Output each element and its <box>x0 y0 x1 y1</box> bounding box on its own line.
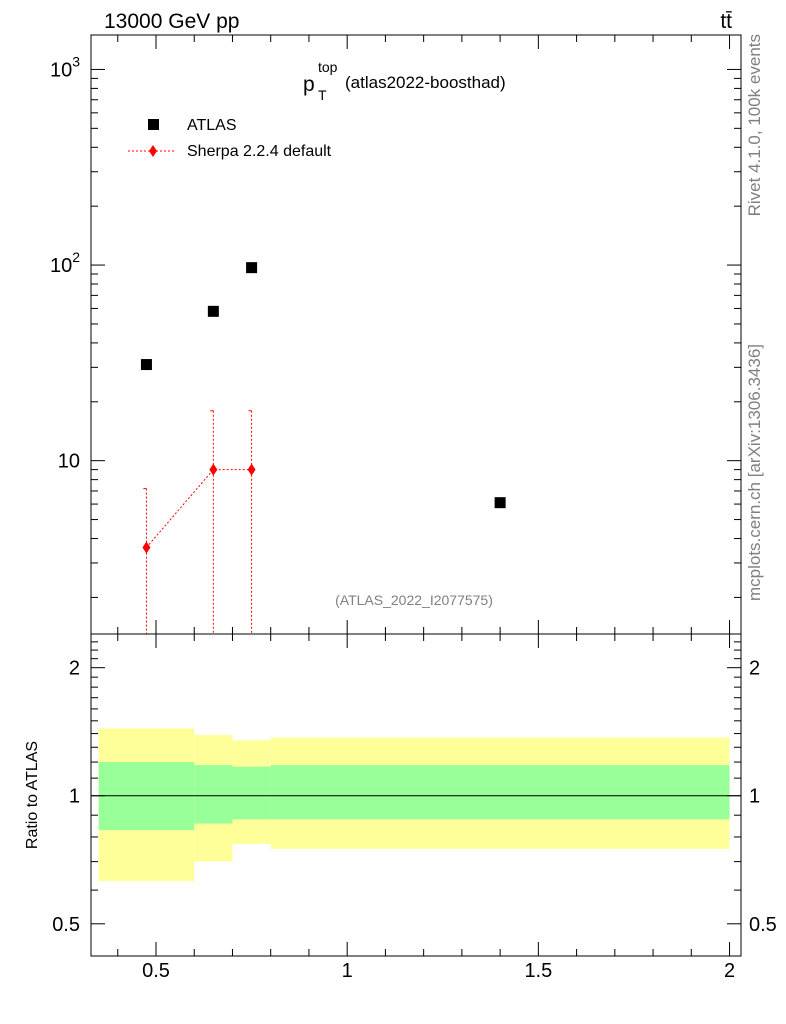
ratio-y-tick-label-right: 2 <box>749 658 760 680</box>
ratio-y-tick-label-left: 1 <box>69 786 80 808</box>
x-tick-label: 1.5 <box>524 960 552 982</box>
sherpa-point <box>209 463 218 476</box>
atlas-point <box>140 359 152 371</box>
ratio-y-tick-label-left: 0.5 <box>52 914 80 936</box>
x-tick-label: 1 <box>342 960 353 982</box>
atlas-point <box>207 305 219 317</box>
legend: ATLAS Sherpa 2.2.4 default <box>128 117 332 160</box>
sherpa-point <box>142 541 151 554</box>
legend-sherpa-label: Sherpa 2.2.4 default <box>187 143 332 160</box>
main-axes: 10 102 103 <box>50 35 741 634</box>
sherpa-point <box>247 463 256 476</box>
plot-title: p top T (atlas2022-boosthad) <box>303 59 506 103</box>
atlas-point <box>494 497 506 509</box>
ratio-axes: 0.5 0.5 1 1 2 2 <box>52 633 777 956</box>
rivet-version-label: Rivet 4.1.0, 100k events <box>745 34 764 216</box>
process-label: tt̄ <box>720 10 732 33</box>
stat-uncertainty-band <box>194 765 233 824</box>
ratio-y-axis-label: Ratio to ATLAS <box>24 741 41 849</box>
stat-uncertainty-band <box>232 766 271 820</box>
stat-uncertainty-band <box>270 765 730 820</box>
mcplots-reference-label: mcplots.cern.ch [arXiv:1306.3436] <box>745 344 764 601</box>
title-subscript: T <box>318 87 327 103</box>
x-tick-label: 0.5 <box>142 960 170 982</box>
x-tick-label: 2 <box>724 960 735 982</box>
sherpa-line <box>146 469 252 548</box>
main-y-tick-label: 10 <box>58 451 80 473</box>
main-panel: p top T (atlas2022-boosthad) ATLAS Sherp… <box>50 34 742 635</box>
ratio-y-tick-label-right: 1 <box>749 786 760 808</box>
ratio-frame <box>90 633 742 957</box>
analysis-id-label: (ATLAS_2022_I2077575) <box>335 592 493 608</box>
title-symbol: p <box>303 73 315 96</box>
main-y-tick-label: 102 <box>50 249 80 277</box>
main-y-tick-label: 103 <box>50 53 80 81</box>
ratio-y-tick-label-left: 2 <box>69 658 80 680</box>
title-analysis: (atlas2022-boosthad) <box>345 73 506 92</box>
legend-atlas-marker <box>148 119 159 130</box>
ratio-bands-layer <box>98 728 730 882</box>
x-tick-labels: 0.5 1 1.5 2 <box>142 960 735 982</box>
atlas-point <box>246 262 258 274</box>
ratio-panel: 0.5 0.5 1 1 2 2 <box>52 633 777 957</box>
legend-sherpa-marker <box>149 145 157 157</box>
legend-atlas-label: ATLAS <box>187 117 237 134</box>
beam-label: 13000 GeV pp <box>104 10 239 33</box>
ratio-y-tick-label-right: 0.5 <box>749 914 777 936</box>
title-superscript: top <box>318 59 338 75</box>
main-data-layer <box>140 262 506 634</box>
